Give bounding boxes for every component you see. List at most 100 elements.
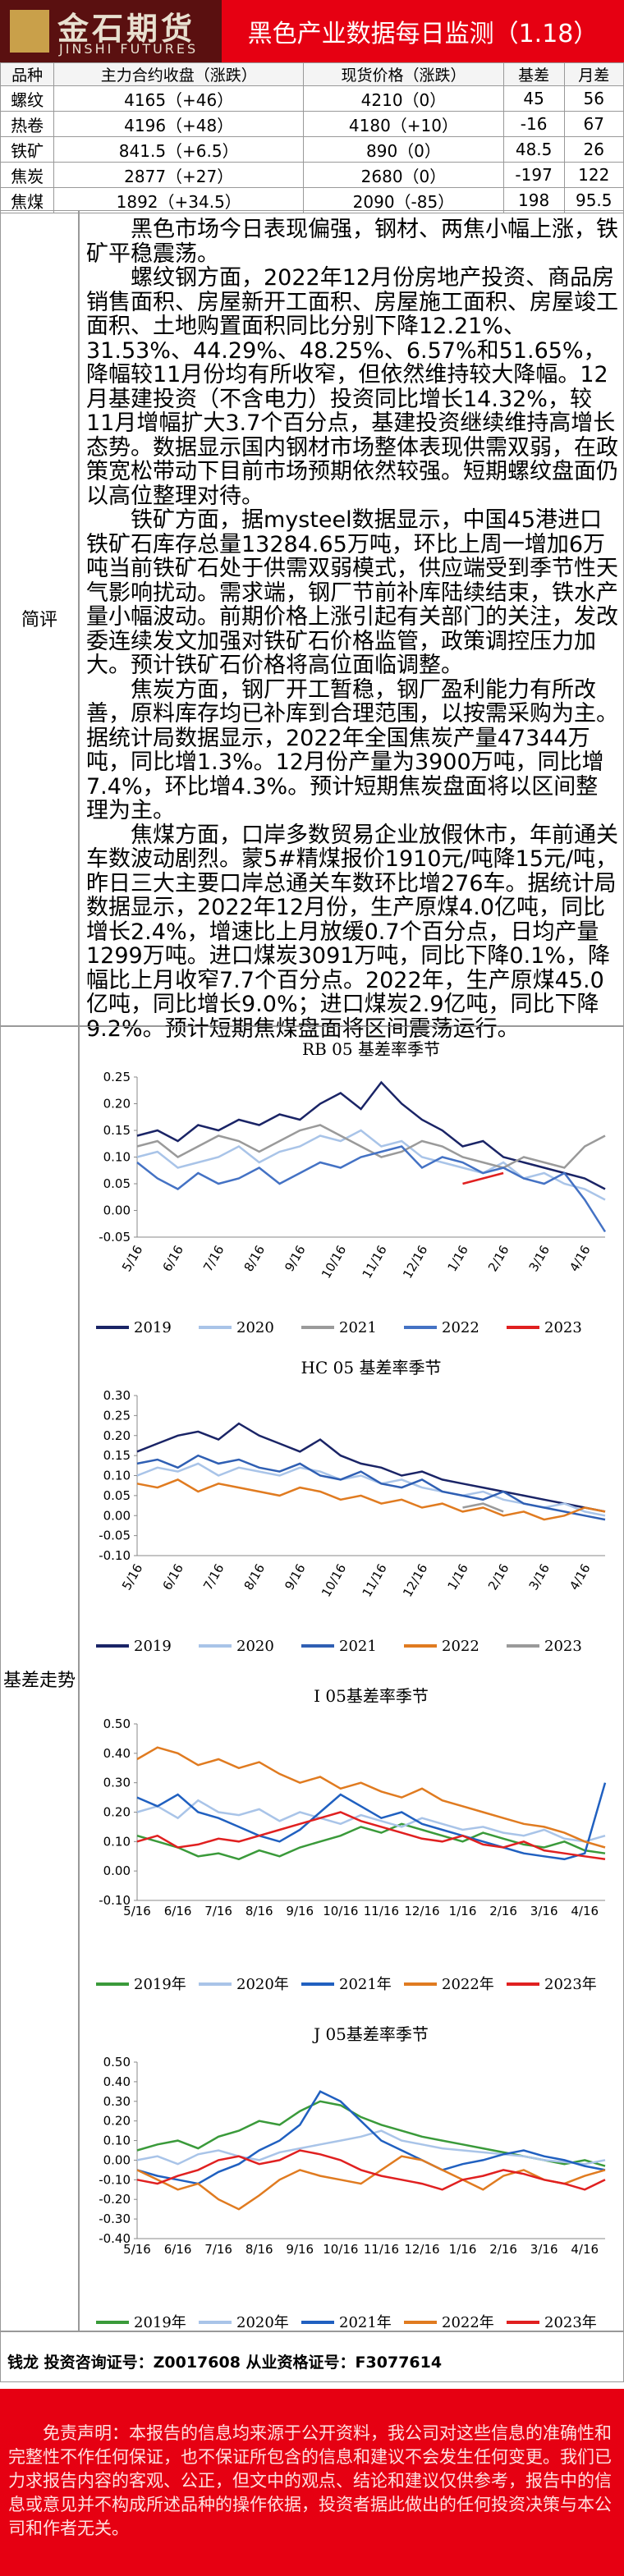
- table-cell: 焦煤: [0, 187, 55, 213]
- x-tick-label: 2/16: [485, 1243, 512, 1274]
- table-cell: 122: [563, 162, 624, 188]
- series-line: [136, 1124, 606, 1169]
- x-tick-label: 5/16: [119, 1243, 145, 1274]
- x-tick-label: 12/16: [404, 2242, 439, 2257]
- series-line: [136, 1454, 606, 1521]
- legend-label: 2020年: [236, 2314, 289, 2331]
- series-line: [136, 1746, 606, 1849]
- x-tick-label: 4/16: [571, 2242, 599, 2257]
- y-tick-label: -0.10: [99, 2172, 131, 2187]
- table-cell: 56: [563, 85, 624, 112]
- legend-label: 2019年: [134, 2314, 186, 2331]
- table-row: 螺纹 4165（+46） 4210（0） 45 56: [0, 85, 624, 112]
- x-tick-label: 4/16: [567, 1561, 593, 1593]
- x-tick-label: 10/16: [319, 1243, 349, 1281]
- paragraph: 焦炭方面，钢厂开工暂稳，钢厂盈利能力有所改善，原料库存均已补库到合理范围，以按需…: [86, 676, 618, 823]
- x-tick-label: 4/16: [571, 1904, 599, 1918]
- y-tick-label: 0.10: [103, 1150, 131, 1165]
- legend-label: 2023: [544, 1319, 582, 1336]
- x-tick-label: 8/16: [241, 1243, 268, 1274]
- y-tick-label: 0.15: [103, 1448, 131, 1463]
- legend-label: 2022: [442, 1319, 479, 1336]
- x-tick-label: 9/16: [286, 1904, 314, 1918]
- y-tick-label: -0.20: [99, 2192, 131, 2207]
- x-tick-label: 2/16: [489, 2242, 517, 2257]
- x-tick-label: 6/16: [160, 1243, 186, 1274]
- x-tick-label: 8/16: [241, 1561, 268, 1593]
- y-tick-label: 0.30: [103, 1388, 131, 1403]
- y-tick-label: 0.25: [103, 1070, 131, 1084]
- logo-icon: [10, 10, 49, 53]
- legend-label: 2022: [442, 1638, 479, 1655]
- y-tick-label: 0.20: [103, 1428, 131, 1443]
- x-tick-label: 7/16: [200, 1243, 227, 1274]
- x-tick-label: 4/16: [567, 1243, 593, 1274]
- footer: 钱龙 投资咨询证号：Z0017608 从业资格证号：F3077614: [0, 2331, 624, 2382]
- x-tick-label: 5/16: [119, 1561, 145, 1593]
- table-cell: 2680（0）: [303, 162, 504, 188]
- x-tick-label: 3/16: [530, 1904, 558, 1918]
- y-tick-label: 0.50: [103, 1717, 131, 1731]
- x-tick-label: 9/16: [282, 1561, 308, 1593]
- table-cell: 95.5: [563, 187, 624, 213]
- table-cell: 4196（+48）: [53, 111, 305, 137]
- series-line: [136, 2155, 606, 2211]
- column-header: 品种: [0, 62, 55, 86]
- x-tick-label: 1/16: [449, 2242, 477, 2257]
- table-header: 品种 主力合约收盘（涨跌） 现货价格（涨跌） 基差 月差: [0, 62, 624, 86]
- table-cell: -16: [502, 111, 565, 137]
- y-tick-label: 0.50: [103, 2055, 131, 2070]
- x-tick-label: 7/16: [204, 1904, 232, 1918]
- basis-label: 基差走势: [0, 1026, 79, 2331]
- y-tick-label: 0.40: [103, 1746, 131, 1761]
- chart-title: I 05基差率季节: [314, 1686, 429, 1706]
- x-tick-label: 2/16: [489, 1904, 517, 1918]
- logo-en: JINSHI FUTURES: [59, 41, 199, 57]
- y-tick-label: -0.30: [99, 2212, 131, 2226]
- y-tick-label: 0.20: [103, 2114, 131, 2129]
- series-line: [136, 1811, 606, 1861]
- table-cell: 铁矿: [0, 136, 55, 163]
- y-tick-label: 0.00: [103, 2152, 131, 2167]
- y-tick-label: 0.00: [103, 1508, 131, 1523]
- x-tick-label: 7/16: [200, 1561, 227, 1593]
- paragraph: 铁矿方面，据mysteel数据显示，中国45港进口铁矿石库存总量13284.65…: [86, 507, 618, 678]
- column-header: 主力合约收盘（涨跌）: [53, 62, 305, 86]
- y-tick-label: -0.40: [99, 2231, 131, 2246]
- review-text: 黑色市场今日表现偏强，钢材、两焦小幅上涨，铁矿平稳震荡。 螺纹钢方面，2022年1…: [79, 210, 624, 1041]
- series-line: [462, 1502, 504, 1513]
- x-tick-label: 12/16: [400, 1561, 430, 1599]
- legend-label: 2021年: [339, 1976, 392, 1993]
- x-tick-label: 8/16: [245, 2242, 273, 2257]
- legend-label: 2023: [544, 1638, 582, 1655]
- column-header: 现货价格（涨跌）: [303, 62, 504, 86]
- legend-label: 2023年: [544, 2314, 597, 2331]
- x-tick-label: 12/16: [400, 1243, 430, 1281]
- series-line: [462, 1171, 504, 1185]
- table-cell: 2090（-85）: [303, 187, 504, 213]
- x-tick-label: 10/16: [323, 2242, 358, 2257]
- table-cell: -197: [502, 162, 565, 188]
- table-cell: 1892（+34.5）: [53, 187, 305, 213]
- charts: RB 05 基差率季节 -0.05 0.00 0.05 0.10 0.15 0.20 0.25…: [79, 1026, 624, 2331]
- y-tick-label: 0.05: [103, 1488, 131, 1503]
- x-tick-label: 9/16: [282, 1243, 308, 1274]
- table-row: 铁矿 841.5（+6.5） 890（0） 48.5 26: [0, 136, 624, 163]
- column-header: 月差: [563, 62, 624, 86]
- chart-title: J 05基差率季节: [312, 2024, 429, 2044]
- paragraph: 螺纹钢方面，2022年12月份房地产投资、商品房销售面积、房屋新开工面积、房屋施…: [86, 265, 618, 509]
- table-cell: 890（0）: [303, 136, 504, 163]
- y-tick-label: 0.30: [103, 2094, 131, 2109]
- logo: 金石期货 JINSHI FUTURES: [0, 0, 222, 62]
- x-tick-label: 7/16: [204, 2242, 232, 2257]
- legend-label: 2022年: [442, 2314, 494, 2331]
- table-cell: 841.5（+6.5）: [53, 136, 305, 163]
- x-tick-label: 5/16: [123, 2242, 151, 2257]
- y-tick-label: 0.00: [103, 1203, 131, 1218]
- paragraph: 焦煤方面，口岸多数贸易企业放假休市，年前通关车数波动剧烈。蒙5#精煤报价1910…: [86, 822, 618, 1042]
- x-tick-label: 11/16: [360, 1561, 390, 1599]
- y-tick-label: 0.05: [103, 1176, 131, 1191]
- column-header: 基差: [502, 62, 565, 86]
- series-line: [136, 1422, 606, 1513]
